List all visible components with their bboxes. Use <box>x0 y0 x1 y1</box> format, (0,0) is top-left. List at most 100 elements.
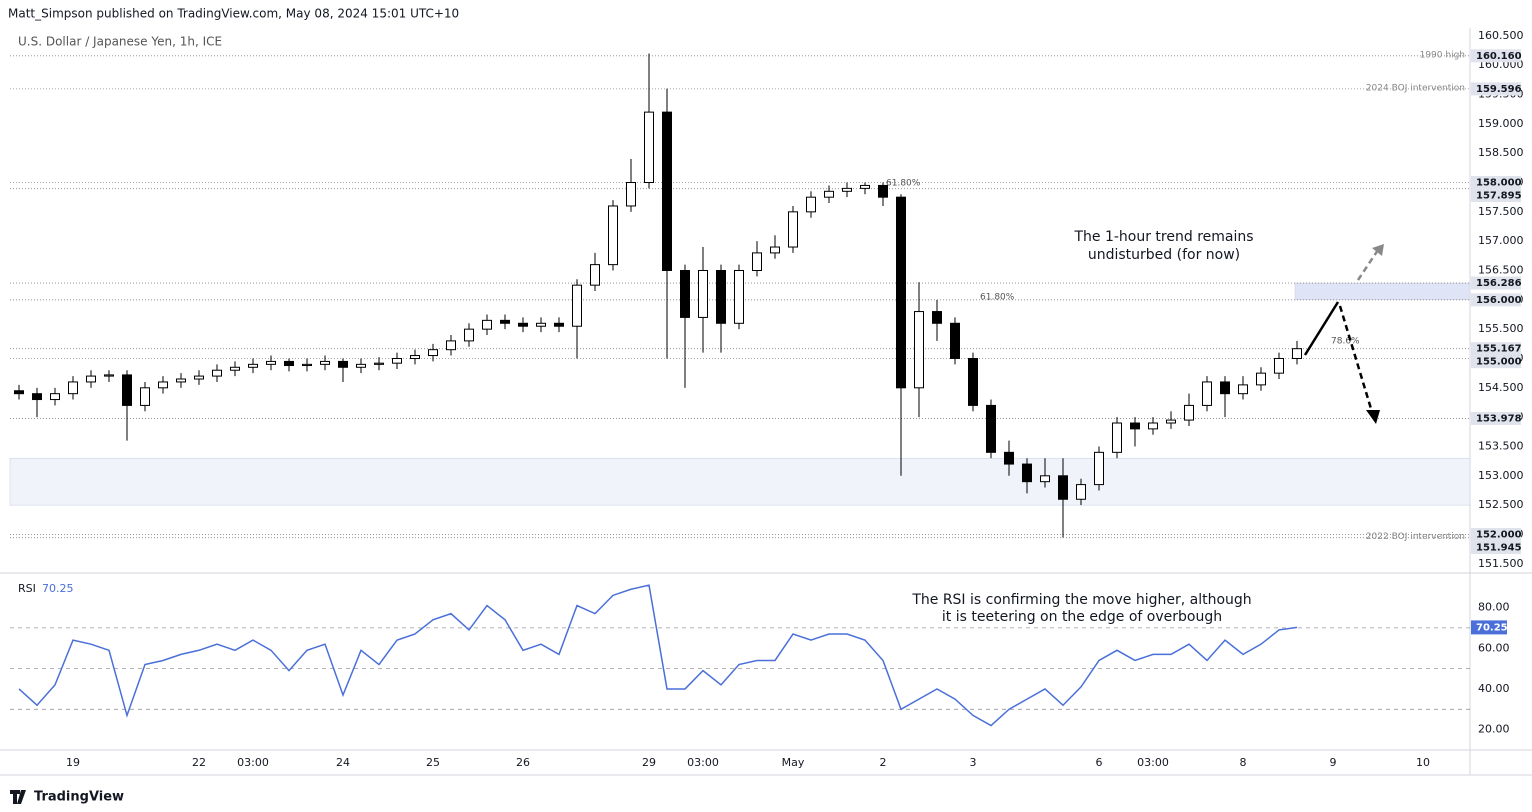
x-tick-label: 8 <box>1240 756 1247 769</box>
x-tick-label: 03:00 <box>1137 756 1169 769</box>
price-badge <box>1471 355 1521 369</box>
candle-body <box>860 184 870 189</box>
candle-body <box>1256 372 1266 386</box>
candle-body <box>104 374 114 377</box>
candle-body <box>1112 422 1122 453</box>
x-tick-label: 29 <box>642 756 656 769</box>
arrow-down <box>1338 305 1374 413</box>
y-tick-label: 151.500 <box>1478 557 1524 570</box>
candle-body <box>824 190 834 198</box>
candle-body <box>734 269 744 324</box>
candle-body <box>1292 348 1302 359</box>
candle-body <box>140 387 150 406</box>
candle-body <box>1004 451 1014 465</box>
y-tick-label: 80.00 <box>1478 601 1510 614</box>
candle-body <box>878 184 888 198</box>
rsi-name: RSI <box>18 582 36 595</box>
level-note: 1990 high <box>1420 50 1465 60</box>
y-tick-label: 155.500 <box>1478 322 1524 335</box>
price-badge-label: 156.286 <box>1476 278 1522 289</box>
price-badge-label: 153.978 <box>1476 413 1522 424</box>
arrow-up <box>1356 249 1380 281</box>
arrows <box>1303 244 1384 424</box>
candle-body <box>1274 357 1284 374</box>
candle-body <box>950 322 960 359</box>
price-badge-label: 158.000 <box>1476 178 1522 189</box>
candle-body <box>356 363 366 368</box>
candle-body <box>32 393 42 401</box>
candle-body <box>986 404 996 453</box>
candle-body <box>644 111 654 184</box>
price-badge-label: 157.895 <box>1476 191 1522 202</box>
y-tick-label: 40.00 <box>1478 682 1510 695</box>
candle-body <box>68 381 78 395</box>
price-badge-label: 155.167 <box>1476 344 1522 355</box>
publisher: Matt_Simpson published on TradingView.co… <box>8 7 459 21</box>
fib-label: 78.6% <box>1331 337 1360 347</box>
arrowhead <box>1372 244 1384 256</box>
y-tick-label: 157.000 <box>1478 234 1524 247</box>
arrowhead <box>1366 410 1380 424</box>
price-badge <box>1471 342 1521 356</box>
y-tick-label: 157.500 <box>1478 205 1524 218</box>
candle-body <box>428 349 438 357</box>
x-tick-label: May <box>782 756 805 769</box>
candle-body <box>464 328 474 342</box>
candle-body <box>500 319 510 324</box>
candle-body <box>752 252 762 271</box>
rsi-line <box>18 584 1298 727</box>
level-note: 2024 BOJ intervention <box>1366 83 1465 93</box>
candle-body <box>770 246 780 254</box>
x-tick-label: 2 <box>880 756 887 769</box>
symbol-title: U.S. Dollar / Japanese Yen, 1h, ICE <box>18 35 222 49</box>
candle-body <box>716 269 726 324</box>
candle-body <box>698 269 708 318</box>
candle-body <box>230 366 240 371</box>
y-tick-label: 158.500 <box>1478 146 1524 159</box>
y-tick-label: 154.500 <box>1478 381 1524 394</box>
zone <box>9 457 1471 506</box>
candle-body <box>248 363 258 368</box>
footer-brand: TradingView <box>34 790 124 805</box>
y-tick-label: 160.500 <box>1478 29 1524 42</box>
x-tick-label: 9 <box>1330 756 1337 769</box>
note: The 1-hour trend remains <box>1073 229 1253 245</box>
candle-body <box>518 322 528 327</box>
y-tick-label: 152.500 <box>1478 498 1524 511</box>
candle-body <box>1238 384 1248 395</box>
candle-body <box>212 369 222 377</box>
candle-body <box>1184 404 1194 421</box>
candle-body <box>842 187 852 192</box>
candle-body <box>410 355 420 359</box>
candle-body <box>266 360 276 365</box>
price-badge <box>1471 176 1521 190</box>
candle-body <box>194 375 204 380</box>
rsi-badge-label: 70.25 <box>1476 622 1508 633</box>
candle-body <box>788 211 798 248</box>
x-tick-label: 03:00 <box>237 756 269 769</box>
candle-body <box>320 360 330 365</box>
y-tick-label: 20.00 <box>1478 723 1510 736</box>
candle-body <box>1040 475 1050 483</box>
candle-body <box>896 196 906 389</box>
price-badge <box>1471 49 1521 63</box>
price-badge-label: 155.000 <box>1476 357 1522 368</box>
price-badge <box>1471 276 1521 290</box>
candle-body <box>284 360 294 367</box>
x-tick-label: 3 <box>970 756 977 769</box>
note: it is teetering on the edge of overbough <box>942 609 1222 625</box>
candle-body <box>536 322 546 327</box>
price-badge-label: 152.000 <box>1476 529 1522 540</box>
x-tick-label: 25 <box>426 756 440 769</box>
candle-body <box>1094 451 1104 486</box>
candle-body <box>626 182 636 207</box>
candle-body <box>1166 419 1176 424</box>
candle-body <box>1202 381 1212 406</box>
price-badge-label: 159.596 <box>1476 84 1522 95</box>
y-tick-label: 60.00 <box>1478 641 1510 654</box>
x-tick-label: 6 <box>1096 756 1103 769</box>
y-tick-label: 153.500 <box>1478 439 1524 452</box>
